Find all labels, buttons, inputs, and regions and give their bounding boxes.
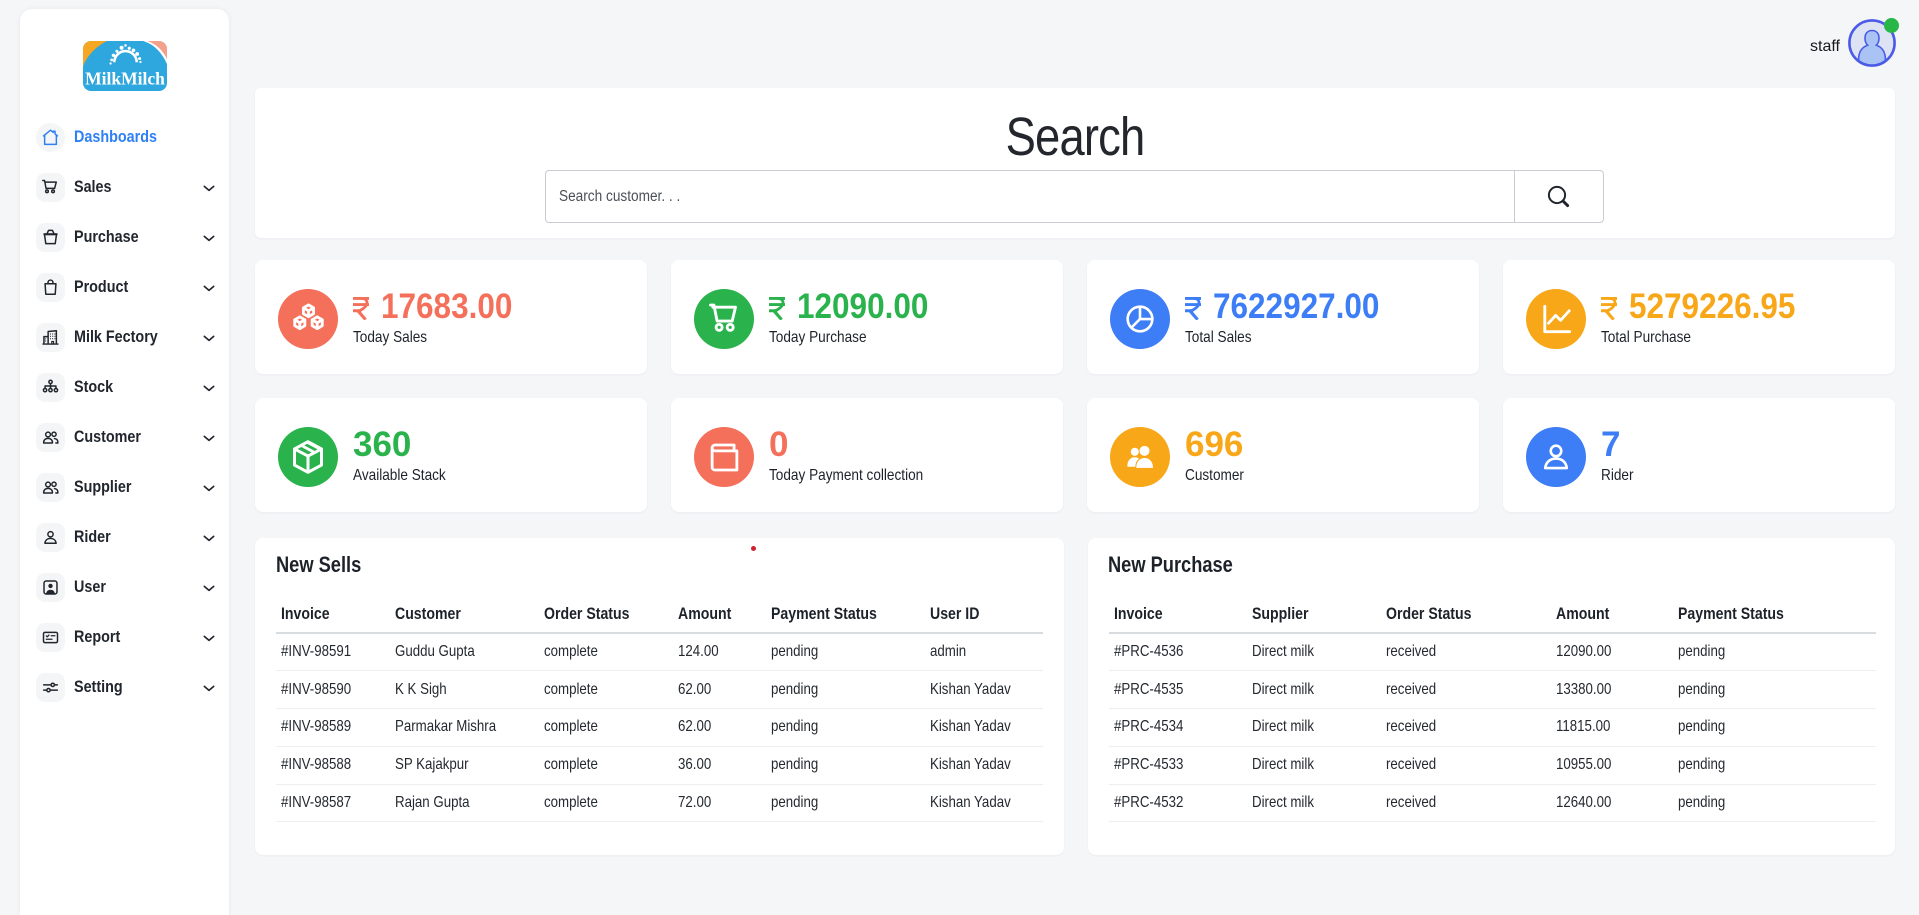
svg-text:MilkMilch: MilkMilch: [85, 69, 165, 89]
